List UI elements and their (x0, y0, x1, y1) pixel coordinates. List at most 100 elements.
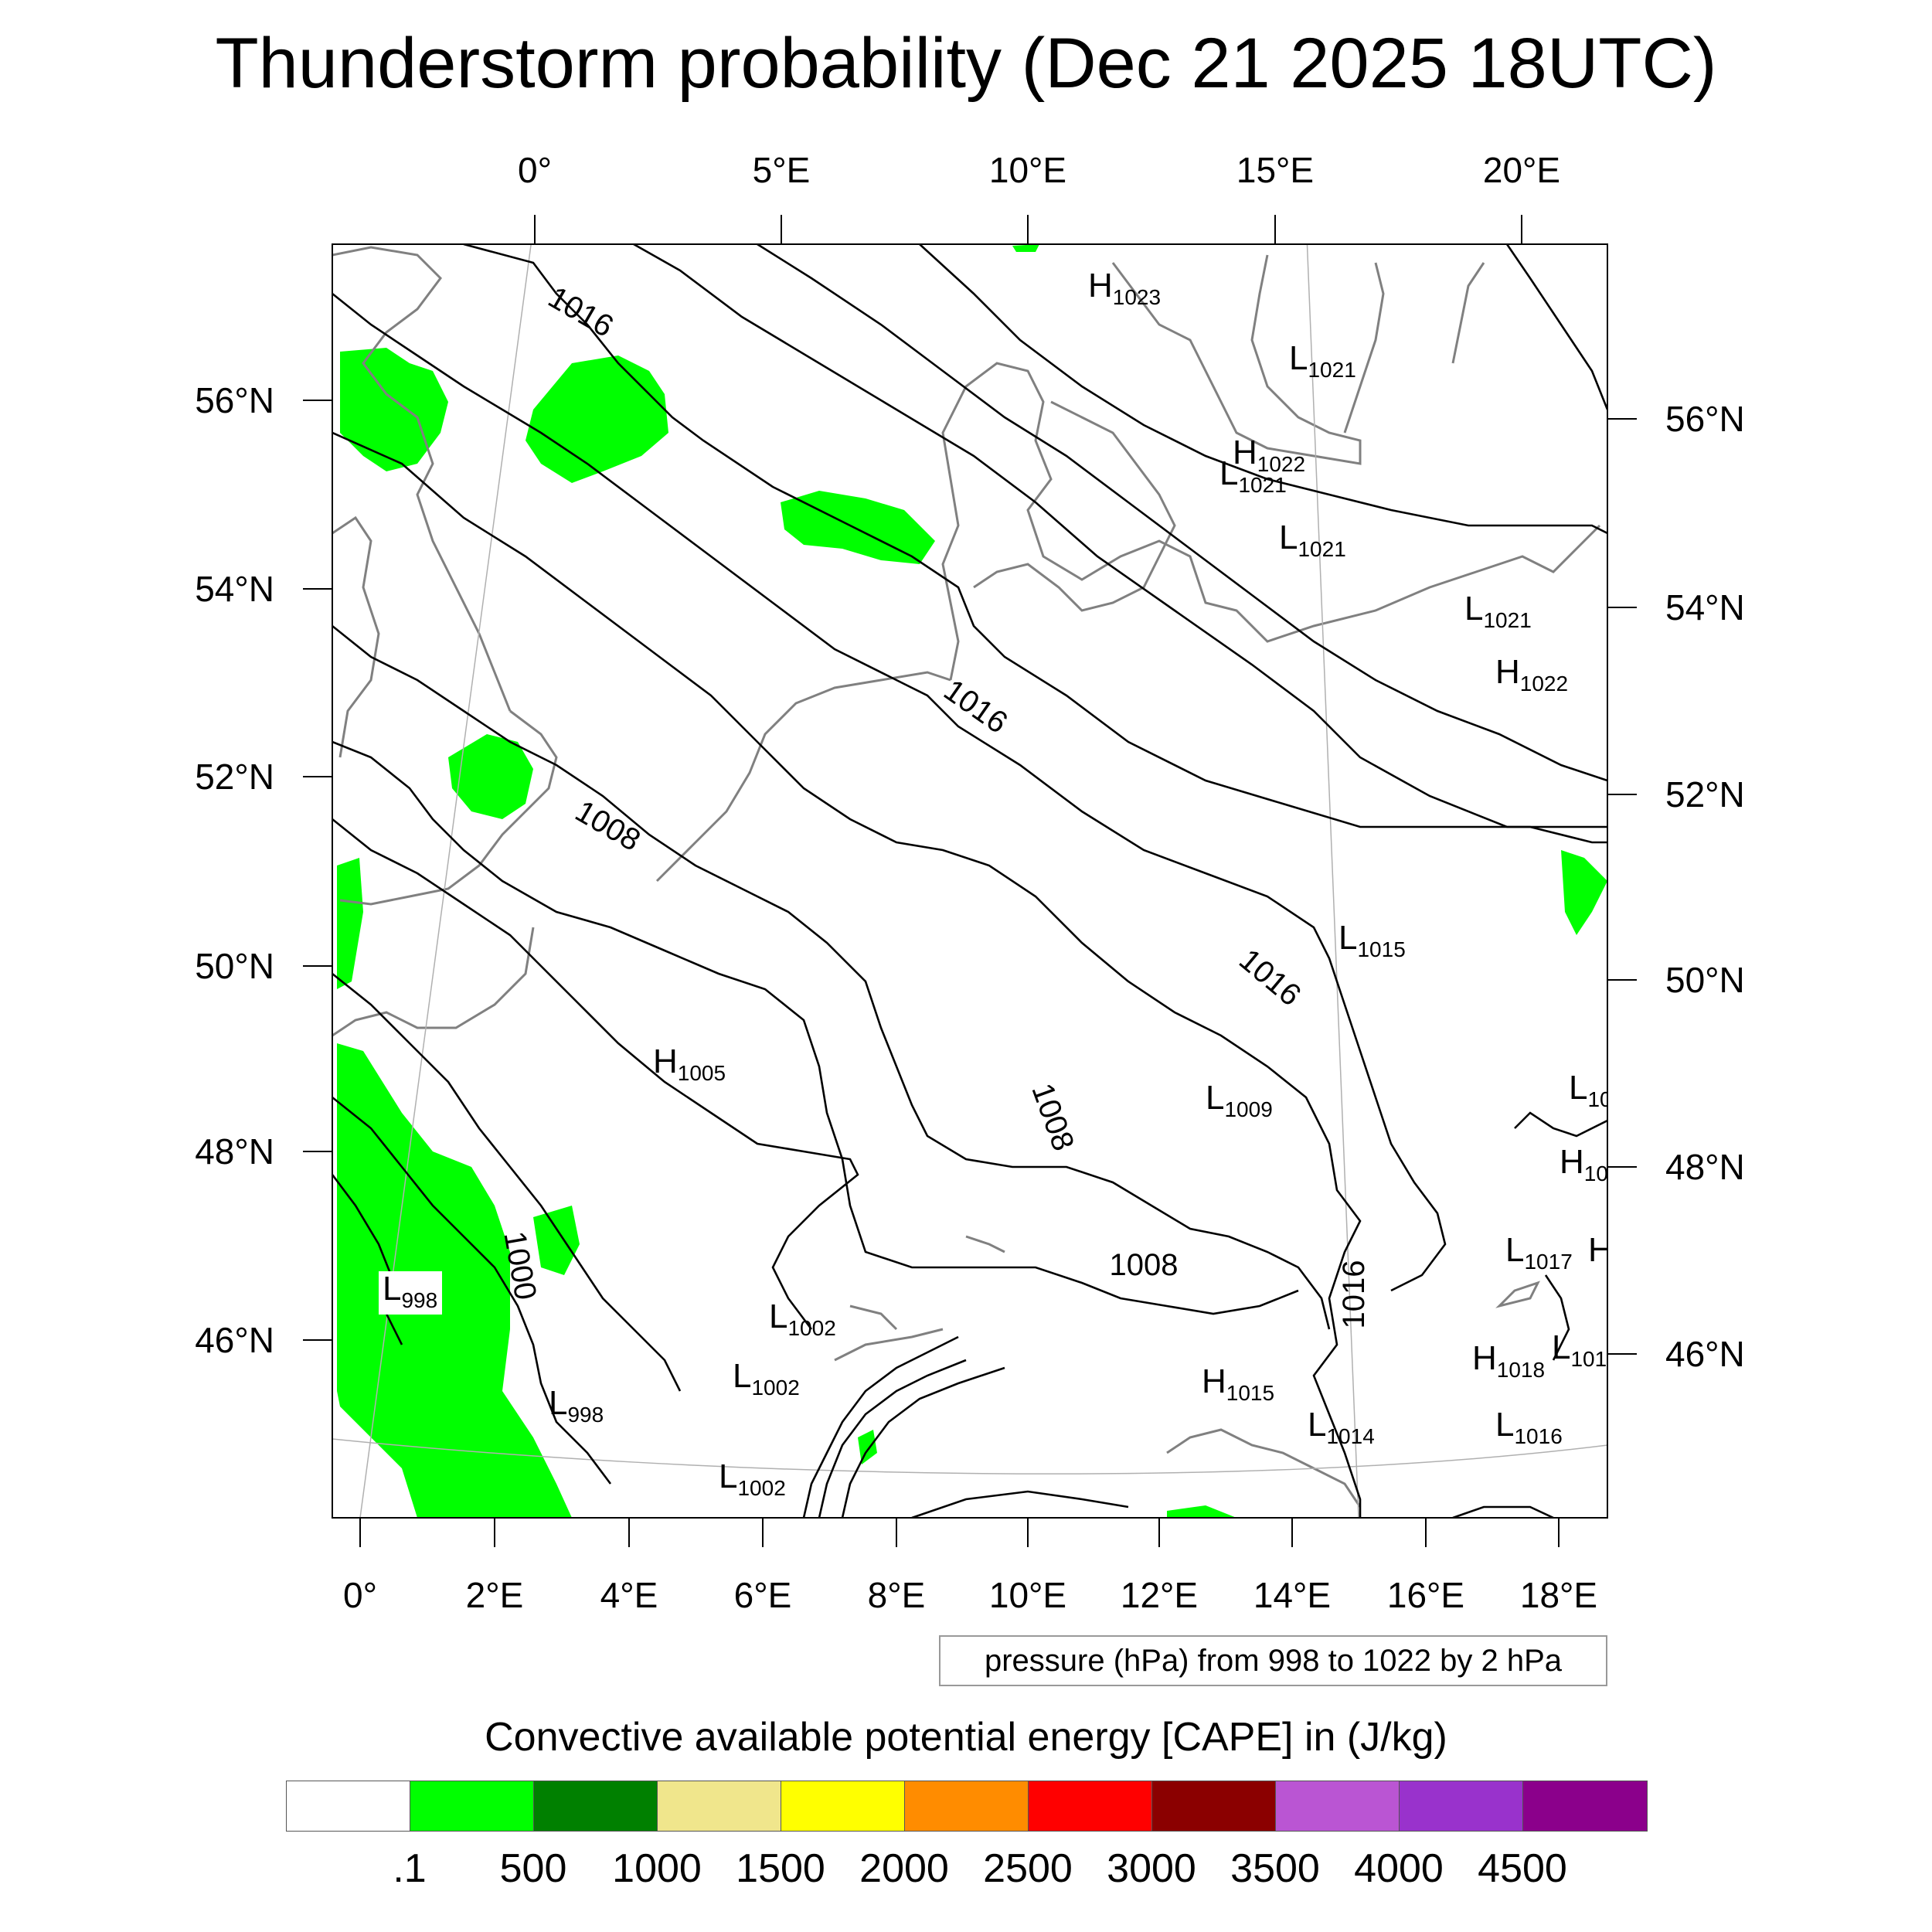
colorbar-box (781, 1781, 905, 1831)
contour-label: 1016 (937, 673, 1013, 740)
cape-area-alps (858, 1430, 877, 1464)
isobar-3 (757, 244, 1607, 782)
colorbar-label: .1 (393, 1846, 427, 1891)
right-lat-tick: 56°N (1665, 399, 1745, 439)
top-lon-tick: 10°E (989, 150, 1066, 190)
isobar-5 (1505, 244, 1607, 410)
coastline-england-east (339, 709, 558, 906)
top-lon-tick: 15°E (1236, 150, 1314, 190)
isobar-8 (332, 624, 1331, 1330)
pressure-center-bg (379, 1271, 442, 1315)
pressure-center-high: H1022 (1495, 653, 1568, 696)
top-lon-tick: 20°E (1483, 150, 1560, 190)
contour-label: 1016 (1337, 1260, 1371, 1329)
isobar-east-2 (1544, 1274, 1570, 1361)
isobar-2 (633, 244, 1607, 828)
pressure-center-high: H1005 (653, 1043, 726, 1085)
pressure-center-high: H1022 (1233, 434, 1305, 476)
colorbar-box (1152, 1781, 1276, 1831)
colorbar-box (905, 1781, 1029, 1831)
bottom-lon-tick: 10°E (989, 1575, 1066, 1615)
bottom-lon-tick: 0° (343, 1575, 377, 1615)
left-lat-tick: 56°N (195, 380, 274, 420)
colorbar-label: 2500 (983, 1846, 1073, 1891)
bottom-lon-tick: 14°E (1253, 1575, 1331, 1615)
right-lat-tick: 50°N (1665, 960, 1745, 1000)
contour-label: 1008 (570, 794, 646, 858)
isobar-6 (332, 292, 1447, 1292)
pressure-center-low: L101 (1552, 1328, 1607, 1371)
contour-label: 1008 (1025, 1079, 1080, 1155)
cape-area-north-sea-north (526, 355, 668, 483)
coastline-sweden-south (1111, 254, 1362, 465)
pressure-center-low: L10 (1569, 1069, 1612, 1111)
bottom-lon-tick: 12°E (1121, 1575, 1198, 1615)
pressure-center-low: L1002 (733, 1357, 800, 1400)
tick-marks (303, 215, 1637, 1547)
cape-fill-areas (337, 244, 1607, 1518)
isobar-11 (332, 972, 682, 1392)
pressure-center-low: L1016 (1495, 1406, 1563, 1448)
colorbar-label: 2000 (859, 1846, 949, 1891)
pressure-center-low: L1021 (1464, 590, 1532, 632)
contour-label: 1016 (543, 280, 619, 344)
pressure-center-high: H (1588, 1231, 1613, 1269)
contour-label: 1016 (1233, 943, 1307, 1013)
colorbar-box (410, 1781, 534, 1831)
bottom-lon-tick: 8°E (868, 1575, 926, 1615)
cape-colorbar (286, 1781, 1648, 1832)
left-lat-tick: 50°N (195, 946, 274, 986)
coastline-adriatic (1166, 1428, 1362, 1508)
colorbar-label: 3000 (1107, 1846, 1196, 1891)
right-lat-tick: 54°N (1665, 587, 1745, 628)
cape-area-top (1012, 244, 1039, 252)
pressure-center-low: L998 (549, 1384, 604, 1427)
colorbar-box (287, 1781, 410, 1831)
right-lat-ticks: 56°N 54°N 52°N 50°N 48°N 46°N (1665, 399, 1745, 1374)
left-lat-tick: 54°N (195, 569, 274, 609)
isobar-alps-1 (802, 1335, 959, 1518)
isobar-4 (919, 244, 1607, 535)
coastline-france-north (332, 927, 535, 1037)
cape-area-east-anglia (448, 734, 533, 819)
cape-area-poland-east (1561, 850, 1607, 935)
bottom-lon-tick: 2°E (466, 1575, 524, 1615)
bottom-lon-tick: 16°E (1387, 1575, 1464, 1615)
colorbar-box (1400, 1781, 1523, 1831)
cape-area-scotland (340, 348, 448, 471)
colorbar-box (1276, 1781, 1400, 1831)
colorbar-label: 4000 (1354, 1846, 1444, 1891)
top-lon-tick: 0° (518, 150, 552, 190)
right-lat-tick: 48°N (1665, 1147, 1745, 1187)
pressure-center-low: L1002 (769, 1298, 836, 1340)
cape-area-adriatic (1167, 1505, 1236, 1518)
pressure-center-high: H1018 (1472, 1339, 1545, 1382)
colorbar-box (658, 1781, 781, 1831)
coastline-lake-balaton (1495, 1281, 1540, 1308)
map-title: Thunderstorm probability (Dec 21 2025 18… (215, 24, 1717, 103)
pressure-center-low: L1015 (1338, 919, 1406, 961)
isobar-contours (332, 244, 1607, 1518)
isobar-10 (332, 818, 859, 1330)
coastline-baltic-islands (1343, 262, 1385, 434)
top-lon-tick: 5°E (753, 150, 811, 190)
coastline-benelux (655, 671, 951, 883)
isobar-south-east (1452, 1505, 1554, 1518)
map-frame (332, 243, 1608, 1519)
right-lat-tick: 46°N (1665, 1334, 1745, 1374)
isobar-9 (332, 740, 1299, 1315)
pressure-center-low: L1021 (1279, 519, 1346, 561)
left-lat-tick: 52°N (195, 757, 274, 797)
isobar-alps-2 (818, 1359, 967, 1518)
left-lat-tick: 46°N (195, 1320, 274, 1360)
isobar-east (1514, 1111, 1607, 1138)
pressure-center-low: L998 (383, 1270, 437, 1312)
coastlines (332, 246, 1601, 1508)
colorbar-box (534, 1781, 658, 1831)
bottom-lon-ticks: 0° 2°E 4°E 6°E 8°E 10°E 12°E 14°E 16°E 1… (343, 1575, 1597, 1615)
coastline-germany-north (941, 362, 1601, 681)
cape-legend-title: Convective available potential energy [C… (485, 1715, 1447, 1760)
pressure-center-low: L1021 (1219, 454, 1287, 497)
colorbar-box (1029, 1781, 1152, 1831)
